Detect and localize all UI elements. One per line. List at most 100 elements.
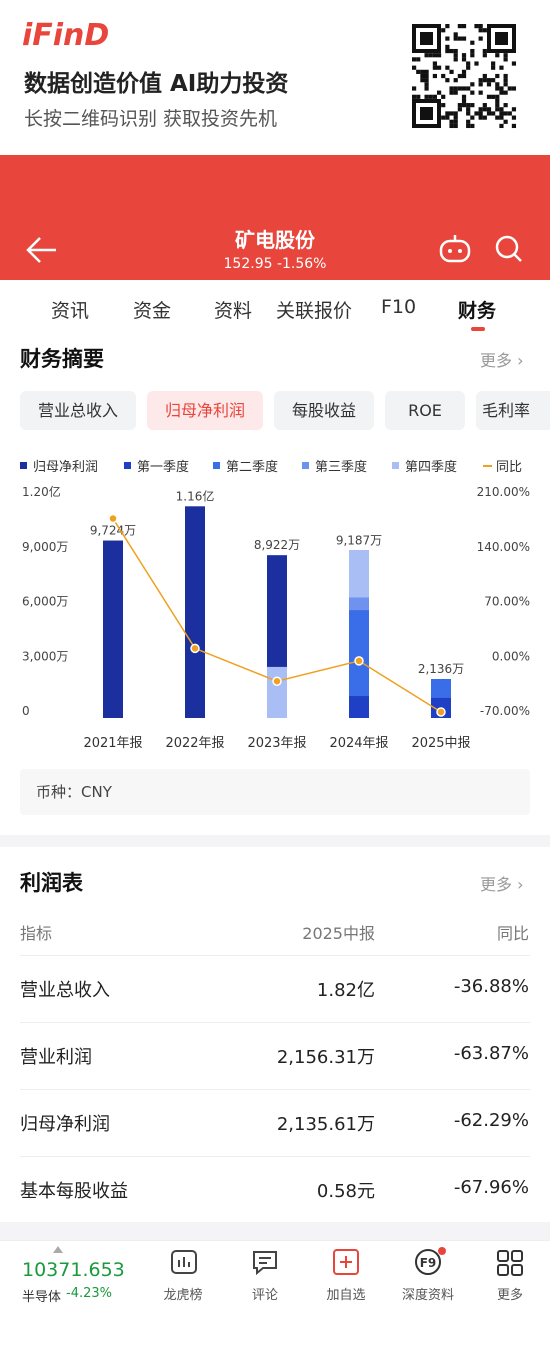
qr-module xyxy=(424,82,429,87)
bar xyxy=(103,540,123,718)
search-button[interactable] xyxy=(494,234,524,264)
qr-module xyxy=(424,78,429,83)
qr-module xyxy=(453,90,458,95)
divider xyxy=(0,1222,550,1240)
bar xyxy=(349,610,369,697)
y2-tick-label: 210.00% xyxy=(477,485,530,499)
chip[interactable]: 每股收益 xyxy=(274,391,374,430)
robot-button[interactable] xyxy=(438,234,472,264)
qr-module xyxy=(453,119,458,124)
chip[interactable]: 毛利率 xyxy=(476,391,550,430)
bar-label: 1.16亿 xyxy=(176,488,215,503)
qr-module xyxy=(474,61,479,66)
qr-module xyxy=(482,73,487,79)
nav-item[interactable]: 深度资料 xyxy=(401,1288,454,1303)
qr-module xyxy=(470,48,475,54)
sector: 半导体 xyxy=(22,1290,62,1305)
qr-module xyxy=(457,86,462,91)
qr-module xyxy=(511,115,517,120)
chip[interactable]: 营业总收入 xyxy=(20,391,136,430)
qr-module xyxy=(457,73,462,79)
qr-module xyxy=(424,73,429,79)
qr-finder xyxy=(420,107,433,120)
qr-module xyxy=(503,57,508,62)
tab[interactable]: 资料 xyxy=(214,300,253,322)
chip-active[interactable]: 归母净利润 xyxy=(147,391,263,430)
tab[interactable]: 资金 xyxy=(133,300,172,322)
qr-module xyxy=(449,111,454,116)
qr-module xyxy=(478,24,483,29)
qr-module xyxy=(416,94,421,99)
index-value[interactable]: 10371.653 xyxy=(22,1259,125,1281)
bar xyxy=(349,597,369,611)
tab-active[interactable]: 财务 xyxy=(458,300,497,322)
qr-module xyxy=(428,53,433,58)
qr-module xyxy=(499,90,504,95)
row-label: 基本每股收益 xyxy=(20,1181,128,1202)
legend-marker xyxy=(213,462,220,469)
qr-module xyxy=(449,69,454,74)
qr-module xyxy=(412,86,417,91)
qr-module xyxy=(445,48,450,54)
row-separator xyxy=(20,1156,530,1157)
chip[interactable]: ROE xyxy=(385,391,465,430)
nav-item[interactable]: 评论 xyxy=(251,1288,278,1303)
qr-module xyxy=(482,103,487,108)
qr-module xyxy=(499,123,504,129)
qr-module xyxy=(461,73,467,79)
qr-module xyxy=(449,123,454,129)
line-point xyxy=(272,676,282,686)
qr-module xyxy=(491,94,496,99)
qr-module xyxy=(482,107,487,112)
sector-change: -4.23% xyxy=(66,1286,112,1301)
qr-module xyxy=(511,123,517,129)
qr-module xyxy=(432,73,437,79)
qr-module xyxy=(412,94,417,99)
row-label: 营业利润 xyxy=(20,1047,92,1068)
qr-module xyxy=(507,111,512,116)
qr-module xyxy=(449,48,454,54)
qr-module xyxy=(478,82,483,87)
qr-module xyxy=(491,65,496,70)
tab[interactable]: 资讯 xyxy=(51,300,90,322)
qr-module xyxy=(486,82,492,87)
legend-label: 第四季度 xyxy=(405,459,457,475)
nav-item[interactable]: 更多 xyxy=(496,1288,523,1303)
row-label: 营业总收入 xyxy=(20,980,110,1001)
qr-module xyxy=(457,24,462,29)
qr-module xyxy=(461,36,467,41)
qr-module xyxy=(491,78,496,83)
qr-module xyxy=(449,119,454,124)
y2-tick-label: -70.00% xyxy=(480,704,530,718)
qr-module xyxy=(466,123,471,129)
line-point xyxy=(436,707,446,717)
back-button[interactable] xyxy=(26,236,58,264)
qr-module xyxy=(445,24,450,29)
tab-indicator xyxy=(471,327,485,331)
qr-module xyxy=(495,94,500,99)
header-bar xyxy=(0,155,550,280)
legend-marker xyxy=(392,462,399,469)
y-tick-label: 3,000万 xyxy=(22,649,68,663)
qr-module xyxy=(432,94,437,99)
qr-module xyxy=(424,69,429,74)
more-link[interactable]: 更多 › xyxy=(480,875,524,894)
qr-module xyxy=(482,28,487,33)
qr-module xyxy=(441,94,446,99)
qr-module xyxy=(457,107,462,112)
column-header: 2025中报 xyxy=(302,924,375,943)
line-point xyxy=(108,513,118,524)
qr-module xyxy=(470,82,475,87)
y2-tick-label: 140.00% xyxy=(477,540,530,554)
nav-item[interactable]: 加自选 xyxy=(326,1288,366,1303)
more-link[interactable]: 更多 › xyxy=(480,351,524,370)
tab[interactable]: 关联报价 xyxy=(276,300,353,322)
tab[interactable]: F10 xyxy=(381,296,417,318)
bar-label: 9,724万 xyxy=(90,524,136,538)
bar xyxy=(431,679,451,698)
up-arrow xyxy=(53,1246,63,1253)
qr-module xyxy=(466,61,471,66)
x-tick-label: 2022年报 xyxy=(165,736,224,751)
nav-item[interactable]: 龙虎榜 xyxy=(163,1288,203,1303)
